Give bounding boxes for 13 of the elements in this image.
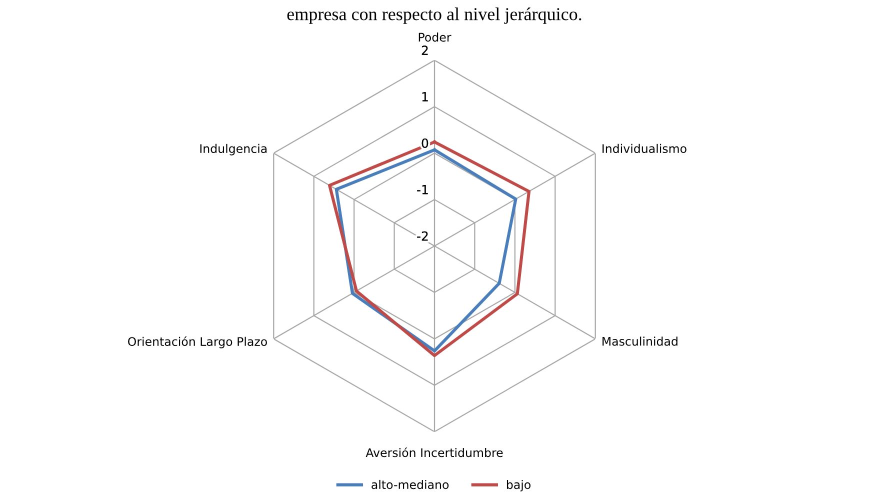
spoke-label: Orientación Largo Plazo [128, 336, 267, 348]
y-tick-label: -1 [417, 185, 428, 194]
y-tick-label: -2 [417, 231, 428, 241]
spoke-label: Individualismo [602, 144, 686, 154]
spoke-label: Masculinidad [602, 336, 678, 346]
y-tick-label: 1 [422, 92, 428, 102]
spoke-label: Poder [418, 32, 452, 42]
chart-title: empresa con respecto al nivel jerárquico. [287, 8, 582, 24]
y-tick-label: 2 [422, 46, 428, 55]
legend-label: alto-mediano [372, 480, 449, 490]
legend-label: bajo [506, 480, 530, 492]
spoke-label: Indulgencia [200, 144, 267, 156]
spoke-label: Aversión Incertidumbre [366, 448, 503, 458]
